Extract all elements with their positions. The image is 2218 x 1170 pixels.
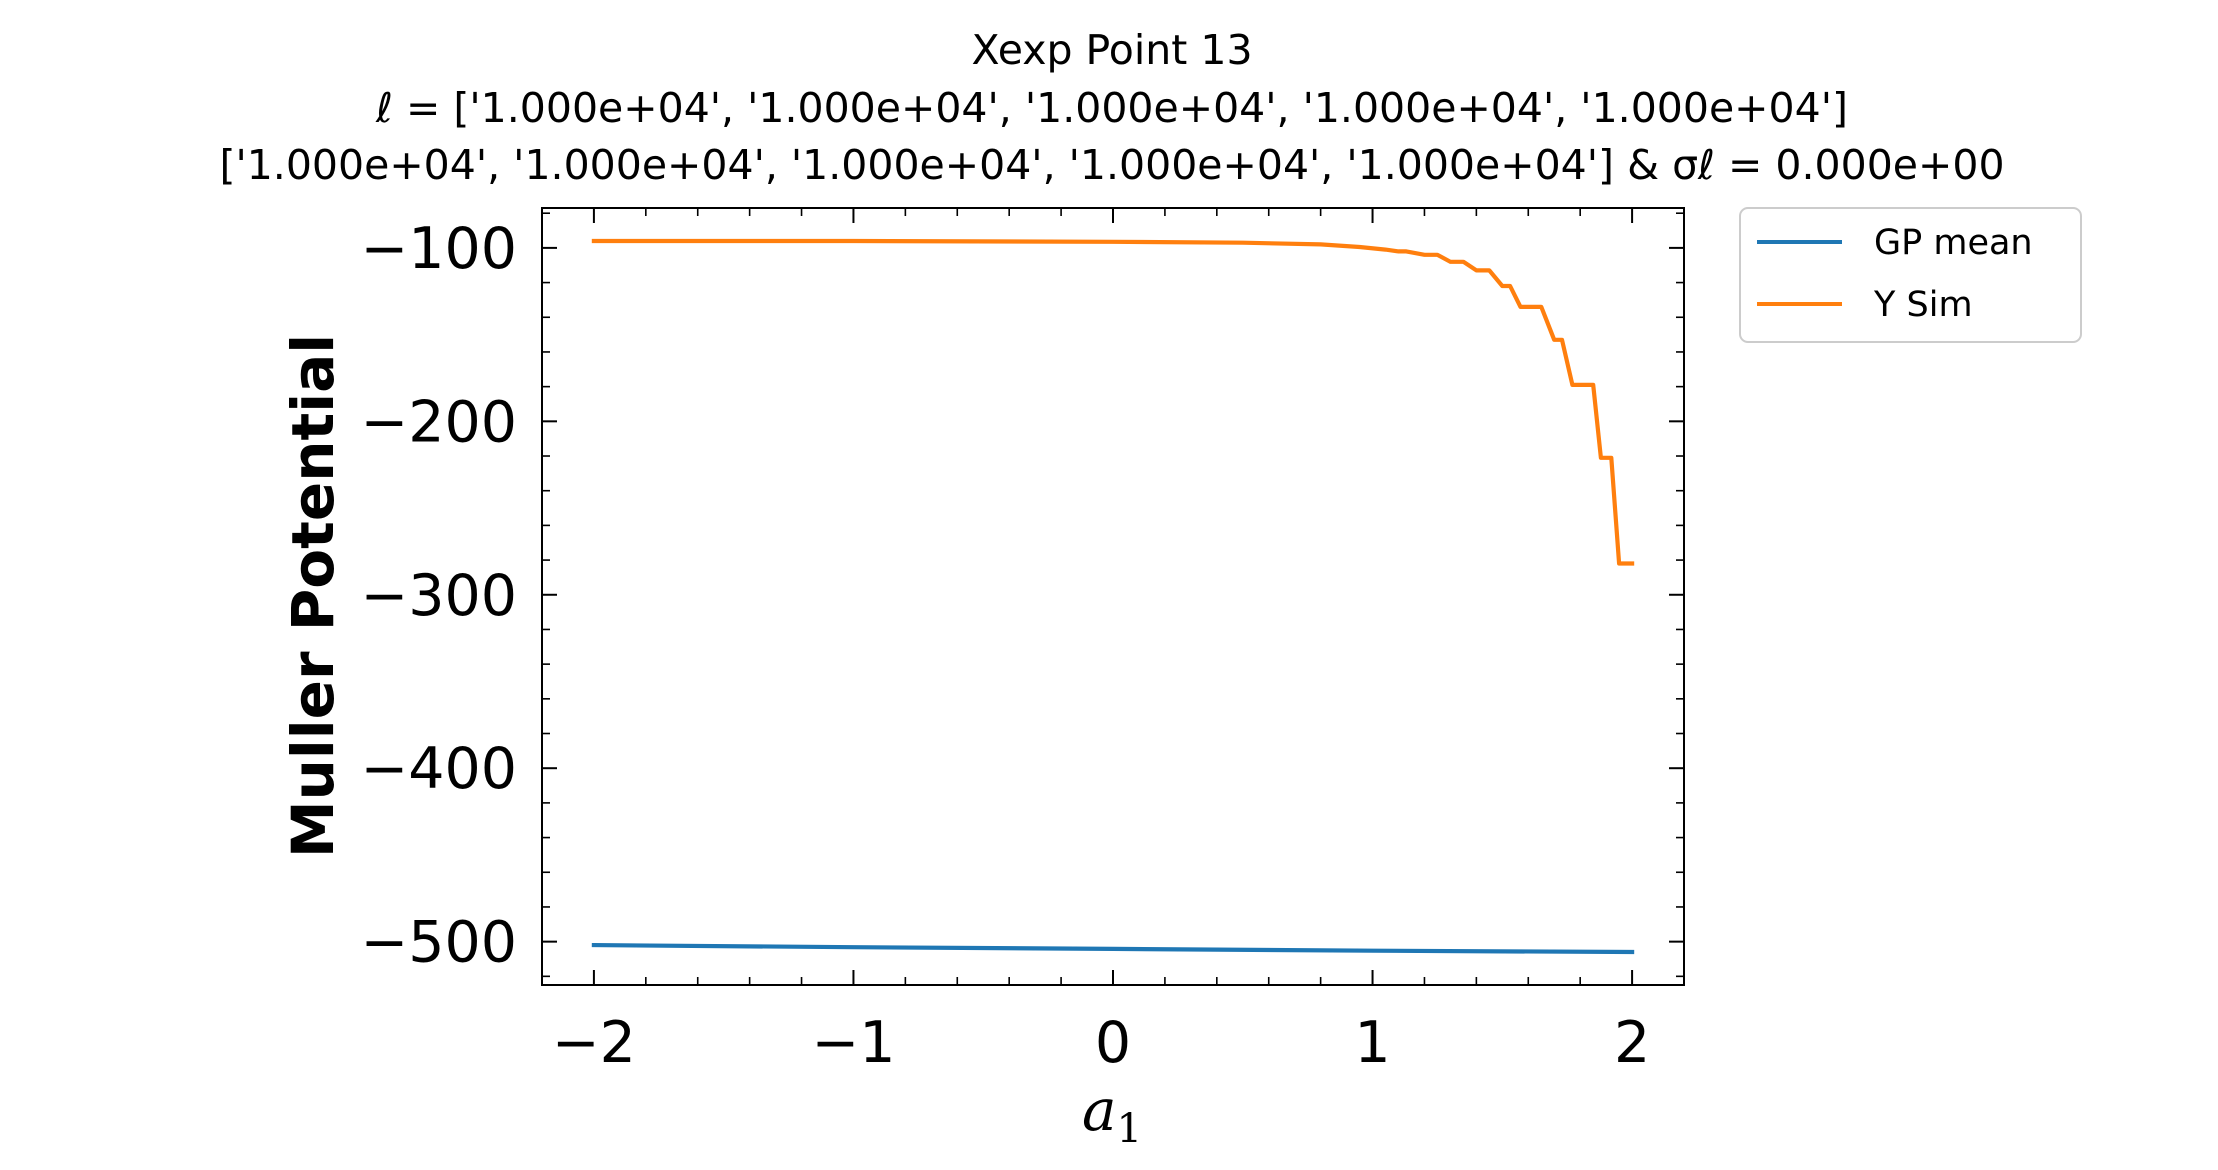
x-tick-label: −1: [811, 1010, 895, 1076]
y-tick-label: −200: [360, 389, 517, 455]
legend: GP mean Y Sim: [1739, 207, 2082, 343]
x-tick-label: 1: [1354, 1010, 1390, 1076]
x-tick-label: −2: [552, 1010, 636, 1076]
x-axis-label-text: a: [1082, 1076, 1117, 1144]
chart-title-line-3: ['1.000e+04', '1.000e+04', '1.000e+04', …: [219, 141, 2004, 189]
legend-label-gp-mean: GP mean: [1874, 223, 2033, 263]
plot-frame: [541, 207, 1685, 986]
y-axis-label: Muller Potential: [279, 334, 347, 858]
x-axis-label: a1: [1082, 1076, 1142, 1152]
axis-ticks: [541, 208, 1685, 985]
chart-title: Xexp Point 13 ℓ = ['1.000e+04', '1.000e+…: [219, 26, 2004, 189]
series-line-y-sim: [591, 238, 1635, 566]
series-lines: [591, 238, 1635, 955]
series-line-gp-mean: [591, 942, 1635, 955]
x-tick-label: 0: [1095, 1010, 1131, 1076]
y-tick-label: −100: [360, 216, 517, 282]
tick-labels: −2 −1 0 1 2 −100 −200 −300 −400 −500: [360, 216, 1650, 1076]
legend-label-y-sim: Y Sim: [1873, 285, 1973, 325]
y-tick-label: −500: [360, 910, 517, 976]
y-tick-label: −300: [360, 563, 517, 629]
x-axis-label-subscript: 1: [1117, 1106, 1142, 1152]
chart-title-line-2: ℓ = ['1.000e+04', '1.000e+04', '1.000e+0…: [375, 84, 1848, 132]
y-tick-label: −400: [360, 736, 517, 802]
chart-title-line-1: Xexp Point 13: [971, 26, 1252, 74]
x-tick-label: 2: [1614, 1010, 1650, 1076]
